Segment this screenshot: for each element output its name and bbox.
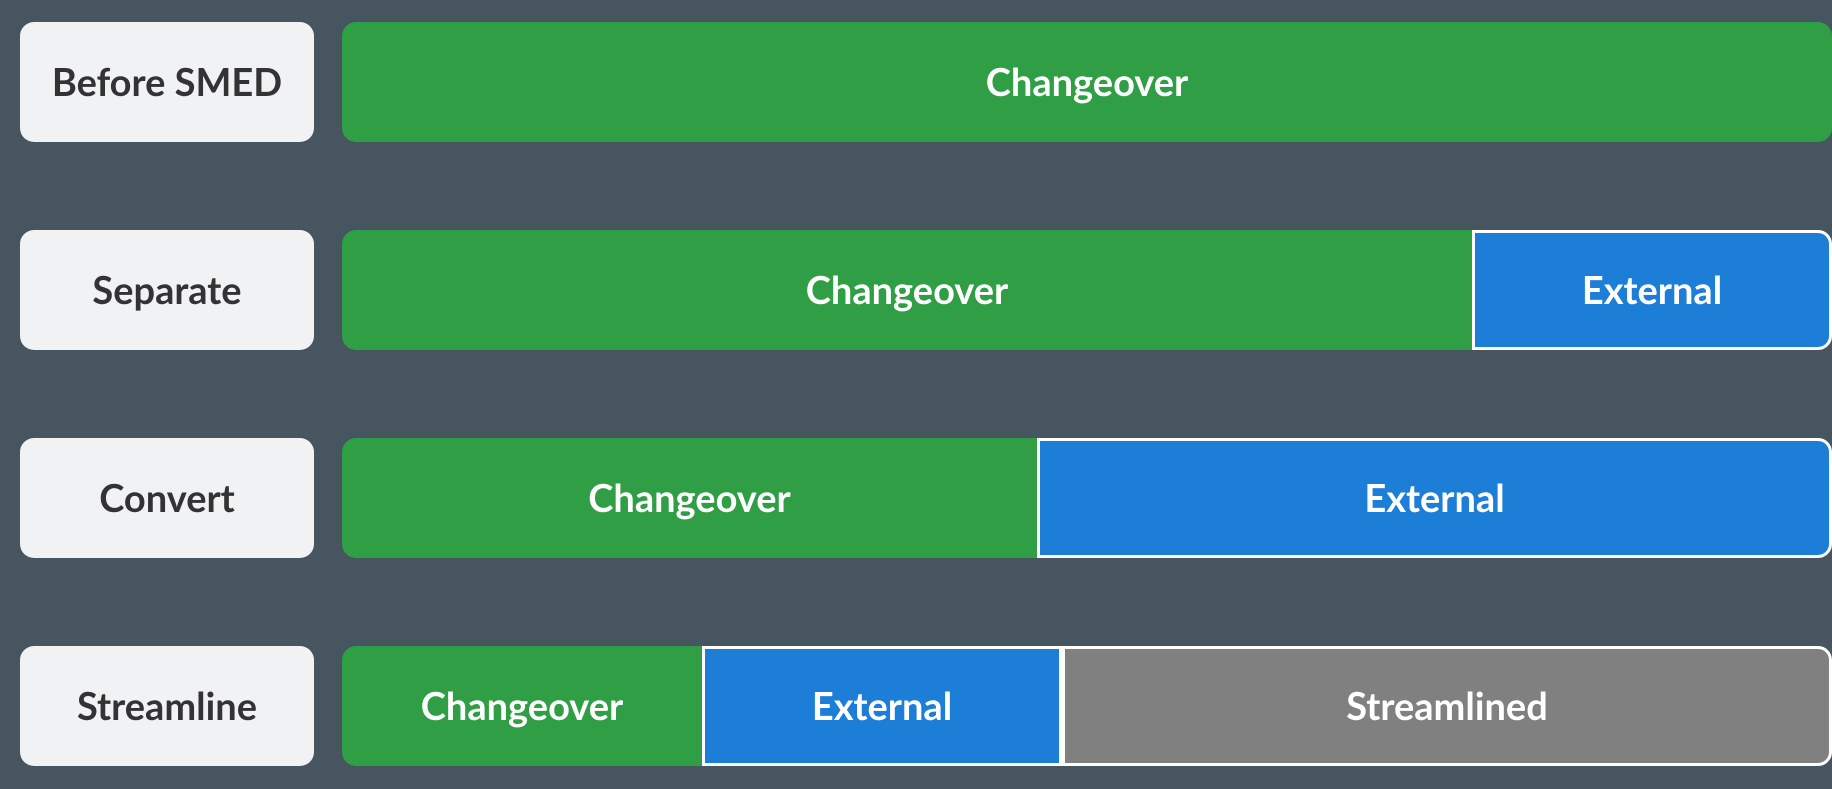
segment-external: External	[702, 646, 1062, 766]
segment-streamlined: Streamlined	[1062, 646, 1832, 766]
segment-external: External	[1037, 438, 1832, 558]
row-separate: Separate Changeover External	[20, 230, 1812, 350]
segment-changeover: Changeover	[342, 230, 1472, 350]
stage-label: Before SMED	[20, 22, 314, 142]
row-before-smed: Before SMED Changeover	[20, 22, 1812, 142]
segment-changeover: Changeover	[342, 646, 702, 766]
stage-label: Streamline	[20, 646, 314, 766]
smed-diagram: Before SMED Changeover Separate Changeov…	[0, 0, 1832, 789]
stage-label: Convert	[20, 438, 314, 558]
bar-before-smed: Changeover	[342, 22, 1832, 142]
bar-separate: Changeover External	[342, 230, 1832, 350]
segment-changeover: Changeover	[342, 438, 1037, 558]
row-streamline: Streamline Changeover External Streamlin…	[20, 646, 1812, 766]
segment-external: External	[1472, 230, 1832, 350]
segment-changeover: Changeover	[342, 22, 1832, 142]
stage-label: Separate	[20, 230, 314, 350]
bar-convert: Changeover External	[342, 438, 1832, 558]
row-convert: Convert Changeover External	[20, 438, 1812, 558]
bar-streamline: Changeover External Streamlined	[342, 646, 1832, 766]
